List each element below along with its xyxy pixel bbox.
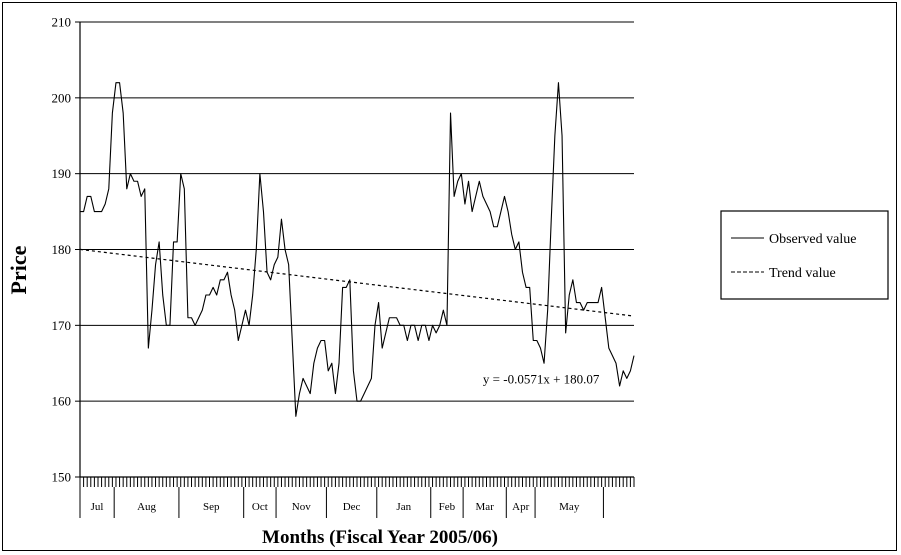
legend-trend-label: Trend value [769, 266, 836, 281]
y-tick-label-150: 150 [52, 470, 72, 485]
y-tick-label-160: 160 [52, 394, 72, 409]
series [79, 82, 635, 417]
month-label-aug: Aug [137, 501, 156, 513]
y-axis-title: Price [6, 245, 31, 294]
trend-equation-label: y = -0.0571x + 180.07 [483, 371, 600, 386]
legend: Observed value Trend value [720, 210, 889, 300]
month-label-may: May [559, 501, 580, 513]
x-axis-title: Months (Fiscal Year 2005/06) [262, 527, 498, 548]
legend-observed-label: Observed value [769, 232, 856, 247]
month-label-sep: Sep [203, 501, 220, 513]
axes: 150 160 170 180 190 200 210 Jul Aug Sep Oct Nov Dec J… [52, 15, 635, 518]
y-tick-label-210: 210 [52, 15, 72, 30]
month-label-oct: Oct [252, 501, 268, 513]
gridlines [80, 21, 634, 402]
month-label-dec: Dec [343, 501, 361, 513]
month-label-mar: Mar [476, 501, 495, 513]
y-tick-label-170: 170 [52, 318, 72, 333]
month-label-nov: Nov [292, 501, 311, 513]
month-label-apr: Apr [512, 501, 529, 513]
trend-value-line [79, 248, 635, 317]
month-label-jan: Jan [396, 501, 411, 513]
y-tick-label-200: 200 [52, 90, 72, 105]
y-tick-label-190: 190 [52, 166, 72, 181]
y-tick-label-180: 180 [52, 242, 72, 257]
observed-value-line [80, 82, 635, 417]
legend-box [720, 210, 889, 300]
month-label-jul: Jul [91, 501, 104, 513]
month-label-feb: Feb [439, 501, 456, 513]
